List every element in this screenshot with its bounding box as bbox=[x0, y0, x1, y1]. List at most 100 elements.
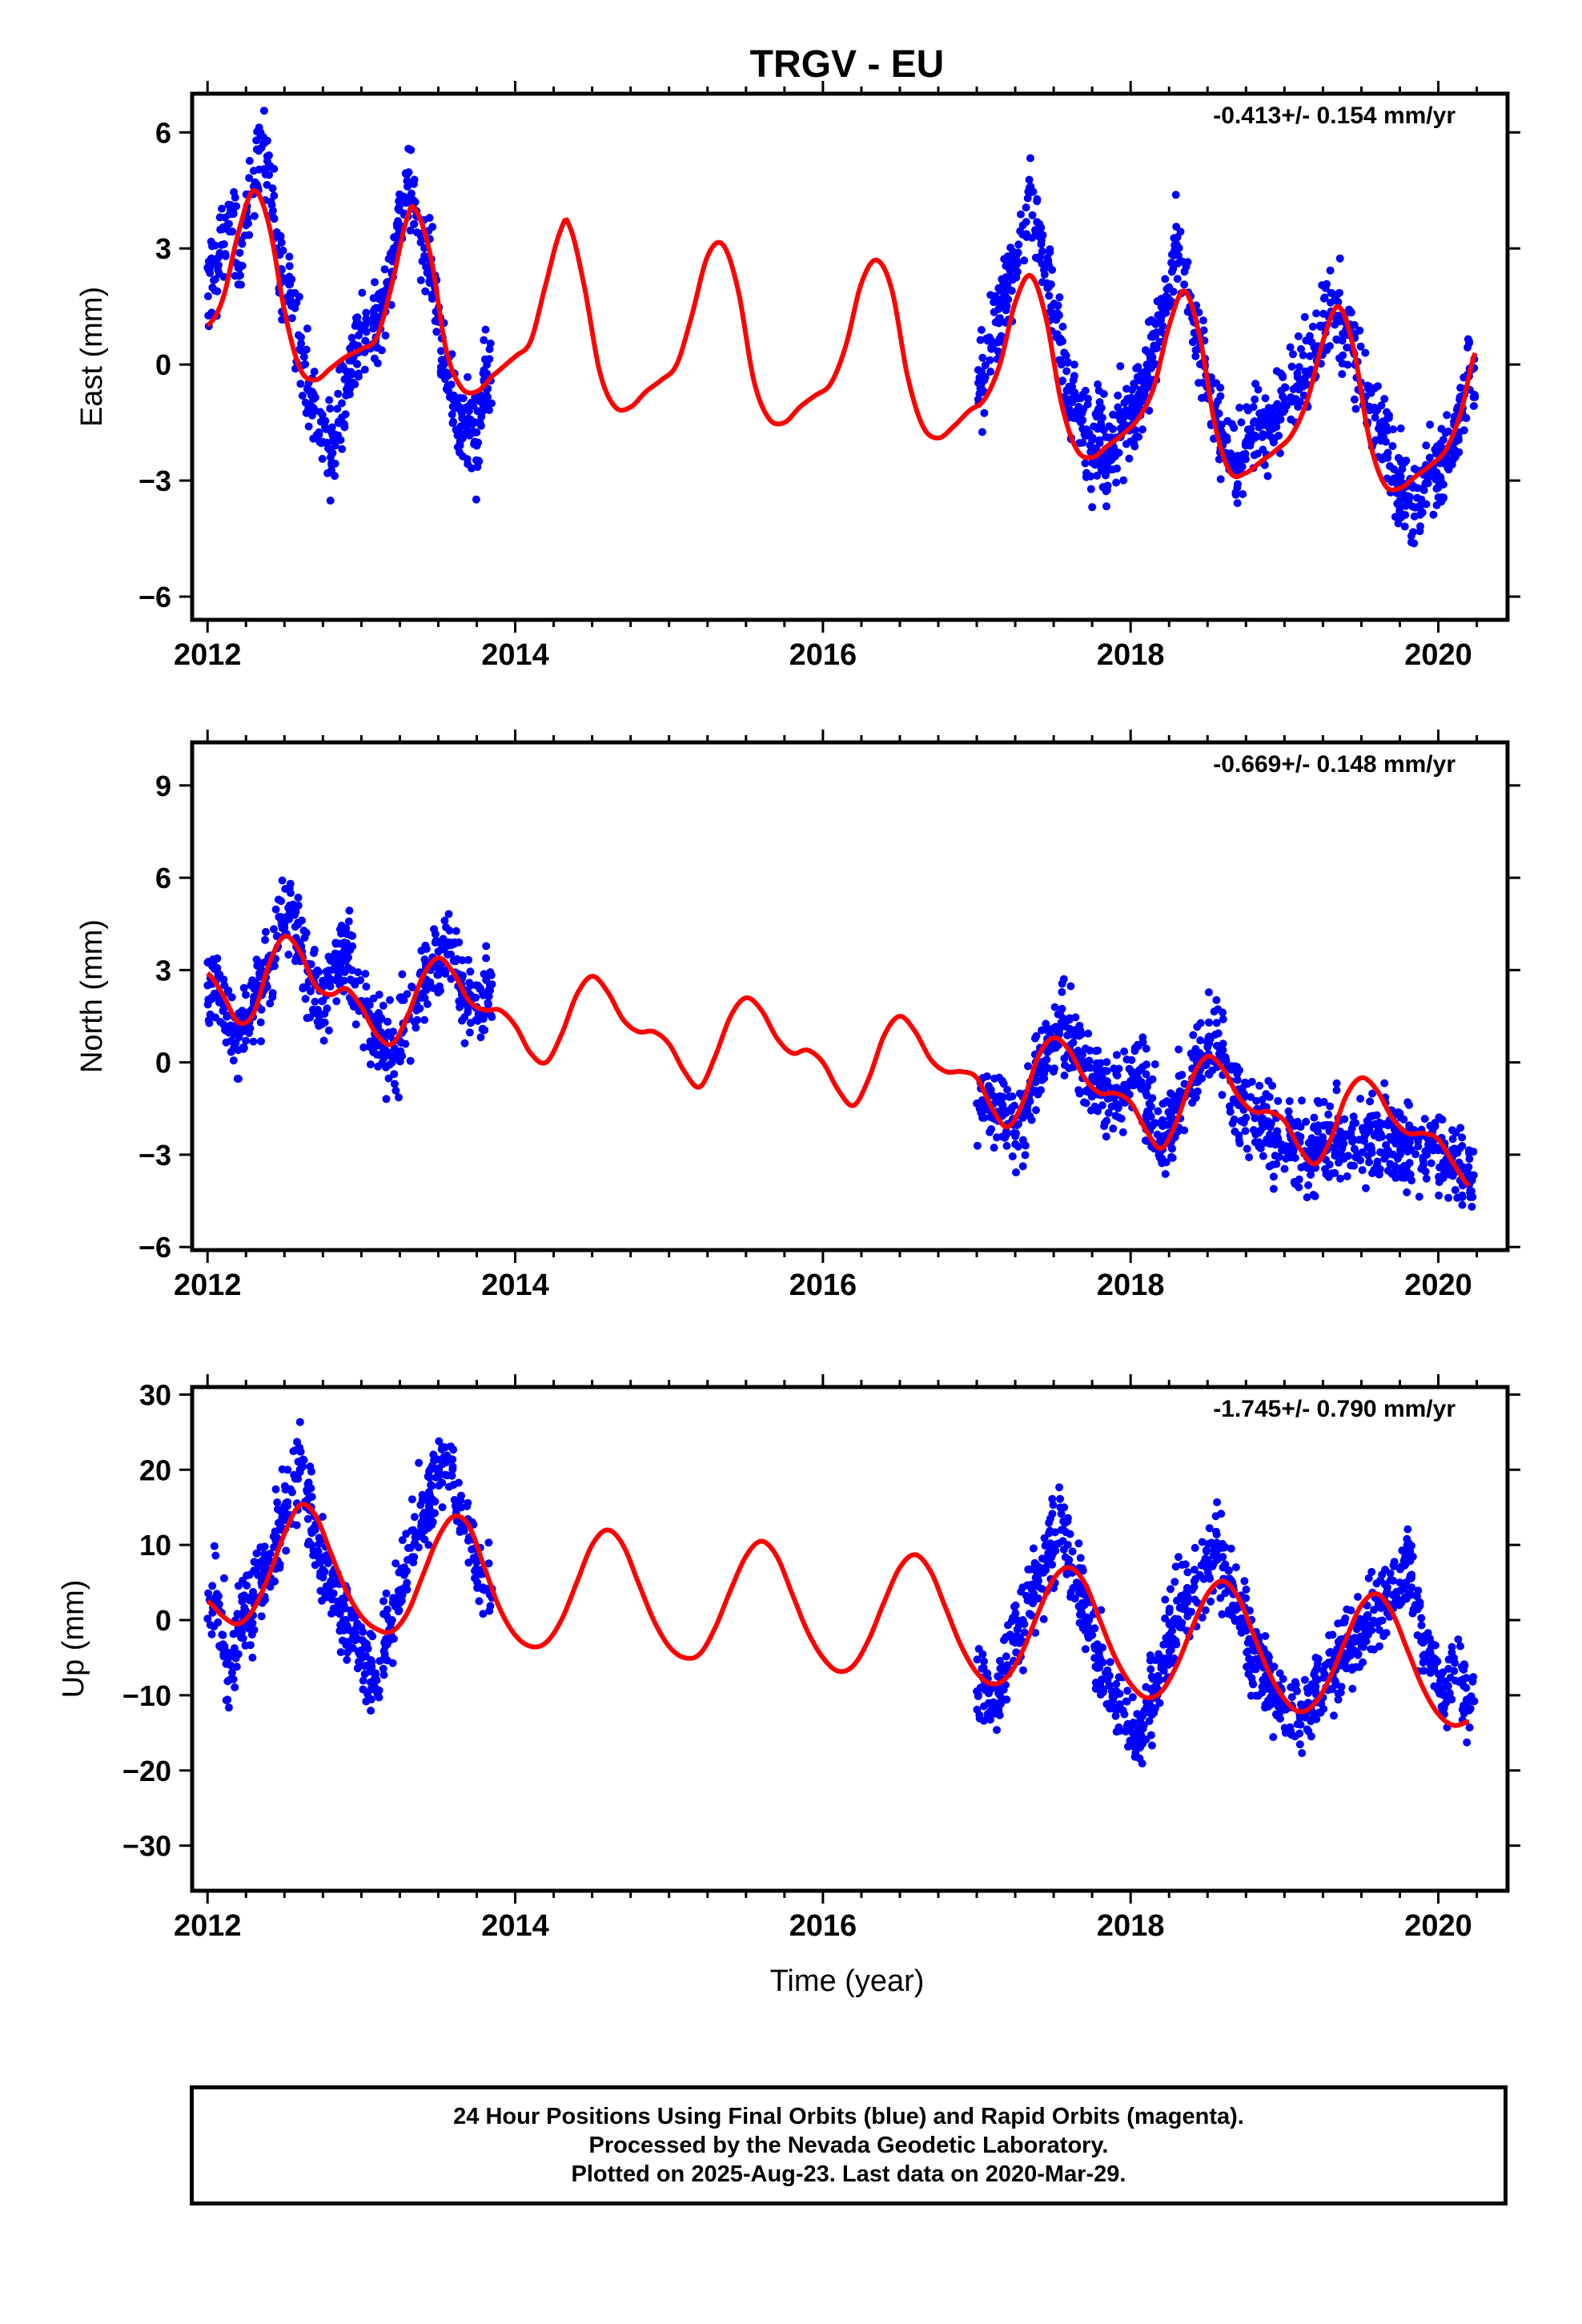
velocity-annotation: -0.669+/- 0.148 mm/yr bbox=[1213, 751, 1456, 778]
east-data-point bbox=[448, 392, 456, 401]
east-data-point bbox=[1133, 373, 1142, 381]
north-data-point bbox=[1448, 1135, 1457, 1144]
east-data-point bbox=[1102, 432, 1110, 441]
up-data-point bbox=[1174, 1553, 1182, 1562]
east-data-point bbox=[362, 308, 371, 317]
up-data-point bbox=[1296, 1700, 1305, 1709]
up-data-point bbox=[1303, 1689, 1312, 1697]
north-data-point bbox=[1128, 1069, 1137, 1078]
north-data-point bbox=[1093, 1061, 1102, 1070]
up-data-point bbox=[973, 1705, 982, 1714]
east-data-point bbox=[361, 336, 370, 345]
up-data-point bbox=[1227, 1544, 1235, 1553]
north-data-point bbox=[1023, 1106, 1032, 1115]
east-data-point bbox=[1272, 423, 1281, 432]
east-data-point bbox=[1090, 460, 1099, 469]
east-data-point bbox=[1138, 425, 1146, 434]
up-data-point bbox=[278, 1513, 287, 1522]
north-data-point bbox=[445, 927, 454, 935]
east-data-point bbox=[459, 394, 468, 403]
north-data-point bbox=[1469, 1148, 1478, 1156]
up-data-point bbox=[1364, 1574, 1373, 1582]
east-data-point bbox=[1300, 374, 1309, 383]
x-tick-label: 2018 bbox=[1097, 638, 1165, 672]
up-data-point bbox=[456, 1528, 464, 1536]
north-data-point bbox=[245, 1029, 253, 1037]
up-observation-points bbox=[203, 1417, 1479, 1768]
east-data-point bbox=[1231, 489, 1240, 497]
north-data-point bbox=[1269, 1184, 1278, 1193]
east-data-point bbox=[1429, 510, 1438, 519]
east-data-point bbox=[1125, 454, 1134, 463]
up-data-point bbox=[993, 1726, 1001, 1735]
north-data-point bbox=[211, 1013, 220, 1022]
up-data-point bbox=[271, 1485, 280, 1494]
up-data-point bbox=[1199, 1560, 1208, 1569]
north-data-point bbox=[1431, 1119, 1439, 1128]
north-data-point bbox=[375, 1016, 384, 1024]
north-data-point bbox=[317, 1018, 326, 1027]
north-data-point bbox=[1154, 1107, 1162, 1116]
up-data-point bbox=[290, 1470, 299, 1479]
north-data-point bbox=[484, 1000, 492, 1009]
east-data-point bbox=[263, 136, 271, 145]
north-data-point bbox=[1331, 1168, 1339, 1177]
north-data-point bbox=[1212, 995, 1221, 1004]
east-data-point bbox=[221, 250, 230, 259]
up-data-point bbox=[315, 1534, 323, 1542]
east-data-point bbox=[453, 443, 462, 452]
x-tick-label: 2016 bbox=[789, 1269, 857, 1302]
east-data-point bbox=[1020, 256, 1029, 265]
east-data-point bbox=[1214, 396, 1223, 405]
up-data-point bbox=[1155, 1699, 1164, 1707]
up-data-point bbox=[479, 1610, 488, 1618]
east-data-point bbox=[287, 275, 296, 283]
east-data-point bbox=[237, 280, 245, 289]
up-data-point bbox=[1060, 1503, 1069, 1512]
east-data-point bbox=[1095, 436, 1104, 444]
north-data-point bbox=[1267, 1119, 1275, 1128]
up-data-point bbox=[1212, 1550, 1220, 1558]
up-data-point bbox=[1114, 1723, 1123, 1731]
north-data-point bbox=[1335, 1158, 1343, 1167]
east-data-point bbox=[208, 283, 217, 292]
north-data-point bbox=[428, 983, 437, 992]
north-data-point bbox=[1142, 1044, 1150, 1053]
up-data-point bbox=[425, 1474, 434, 1482]
north-data-point bbox=[256, 965, 265, 973]
east-data-point bbox=[1060, 348, 1069, 357]
up-data-point bbox=[260, 1564, 269, 1572]
east-data-point bbox=[1312, 309, 1321, 318]
north-data-point bbox=[219, 1004, 228, 1013]
up-data-point bbox=[1454, 1635, 1463, 1644]
up-data-point bbox=[1048, 1550, 1057, 1559]
east-data-point bbox=[1081, 432, 1090, 440]
north-data-point bbox=[460, 1039, 469, 1047]
up-data-point bbox=[234, 1650, 243, 1659]
north-data-point bbox=[1180, 1126, 1189, 1135]
east-data-point bbox=[338, 444, 347, 453]
north-data-point bbox=[1247, 1092, 1255, 1101]
up-data-point bbox=[1138, 1759, 1146, 1768]
up-data-point bbox=[203, 1614, 212, 1623]
up-data-point bbox=[282, 1498, 291, 1507]
north-data-point bbox=[1307, 1134, 1316, 1143]
east-data-point bbox=[994, 314, 1003, 323]
north-data-point bbox=[1324, 1110, 1333, 1119]
north-data-point bbox=[1084, 1059, 1093, 1068]
north-data-point bbox=[1054, 1010, 1062, 1019]
up-data-point bbox=[1221, 1560, 1230, 1569]
up-data-point bbox=[282, 1546, 291, 1555]
north-data-point bbox=[1266, 1140, 1275, 1148]
east-data-point bbox=[1409, 528, 1417, 537]
east-data-point bbox=[1063, 358, 1072, 367]
up-data-point bbox=[410, 1513, 419, 1522]
east-data-point bbox=[228, 227, 237, 236]
up-data-point bbox=[1176, 1594, 1185, 1603]
north-data-point bbox=[1123, 1080, 1132, 1089]
up-data-point bbox=[988, 1699, 997, 1708]
north-data-point bbox=[1358, 1148, 1367, 1156]
east-data-point bbox=[1251, 431, 1259, 440]
north-data-point bbox=[1102, 1116, 1111, 1125]
